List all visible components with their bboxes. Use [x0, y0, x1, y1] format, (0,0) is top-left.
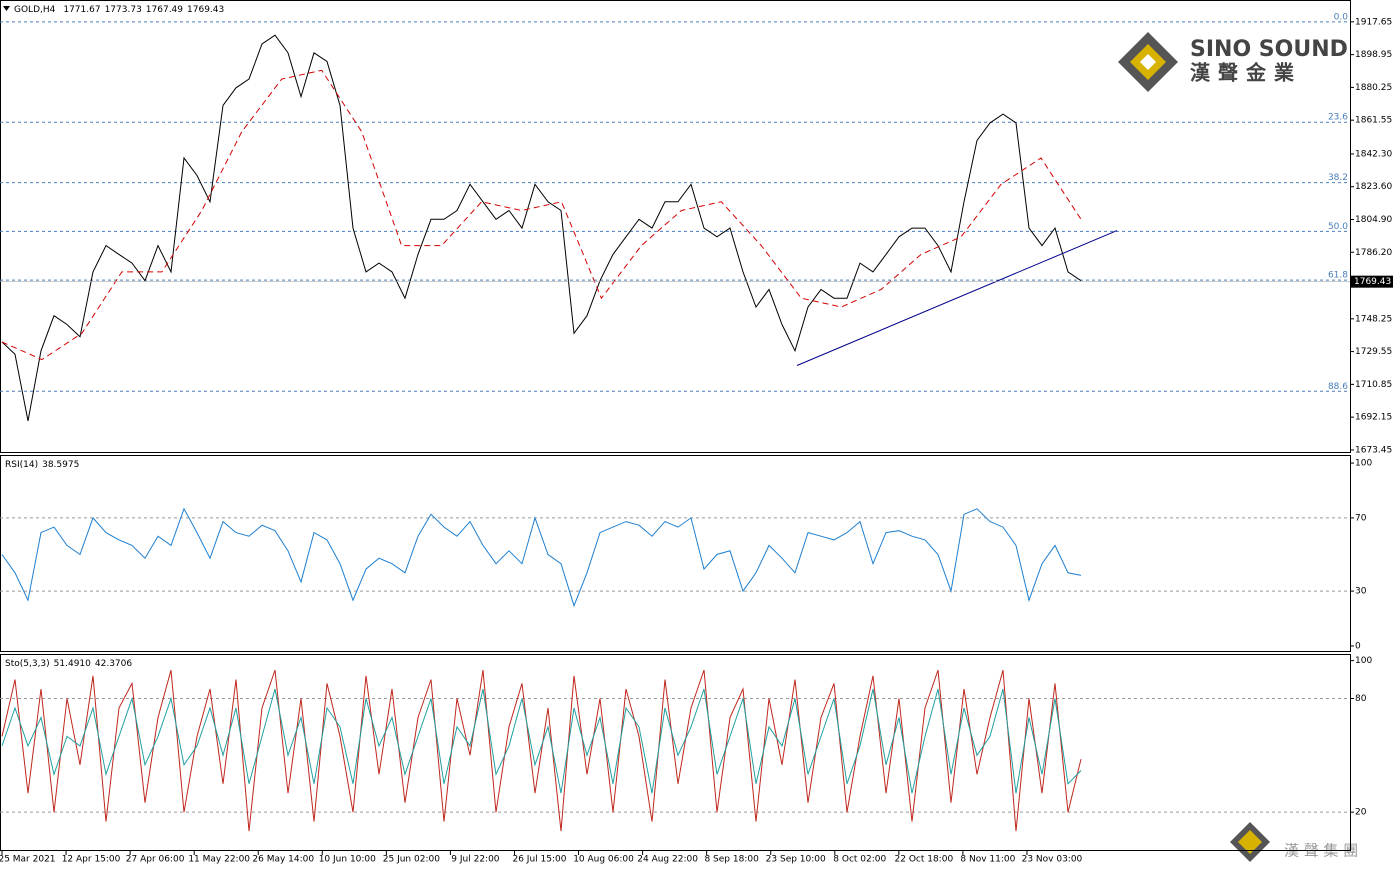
series-line: [1, 688, 1082, 794]
x-tick-label: 23 Sep 10:00: [766, 855, 826, 865]
x-tick-label: 22 Oct 18:00: [895, 855, 954, 865]
x-tick-label: 9 Jul 22:00: [451, 855, 500, 865]
x-tick-label: 11 May 22:00: [188, 855, 250, 865]
title-text: RSI(14): [5, 460, 38, 470]
logo-diamond-core: [1140, 54, 1156, 70]
x-tick-label: 27 Apr 06:00: [126, 855, 185, 865]
y-tick-label: 1823.60: [1355, 182, 1392, 192]
x-tick-label: 24 Aug 22:00: [637, 855, 698, 865]
header-value: 1767.49: [146, 5, 183, 15]
logo-chinese: 漢聲金業: [1190, 61, 1302, 85]
y-tick-label: 1880.25: [1355, 83, 1392, 93]
title-text: GOLD,H4: [14, 5, 56, 15]
y-tick-label: 70: [1355, 513, 1367, 523]
x-tick-label: 8 Sep 18:00: [704, 855, 759, 865]
x-tick-label: 10 Jun 10:00: [319, 855, 376, 865]
x-tick-label: 12 Apr 15:00: [62, 855, 121, 865]
y-tick-label: 100: [1355, 459, 1372, 469]
logo-name: SINO SOUND: [1190, 37, 1348, 62]
series-line: [1, 34, 1082, 421]
title-arrow: [3, 6, 10, 11]
panel-frame: [0, 0, 1351, 453]
fib-label: 50.0: [1328, 222, 1348, 232]
panel-title: GOLD,H4 1771.67 1773.73 1767.49 1769.43: [14, 5, 224, 15]
x-tick-label: 23 Nov 03:00: [1022, 855, 1083, 865]
y-tick-label: 1692.15: [1355, 413, 1392, 423]
last-price: 1769.43: [1354, 277, 1391, 287]
header-value: 1771.67: [63, 5, 100, 15]
x-tick-label: 26 Jul 15:00: [512, 855, 566, 865]
y-tick-label: 1861.55: [1355, 116, 1392, 126]
y-tick-label: 80: [1355, 694, 1367, 704]
x-tick-label: 8 Oct 02:00: [833, 855, 886, 865]
y-tick-label: 1729.55: [1355, 347, 1392, 357]
fib-label: 61.8: [1328, 271, 1348, 281]
y-tick-label: 1710.85: [1355, 380, 1392, 390]
y-tick-label: 1748.25: [1355, 314, 1392, 324]
logo: SINO SOUND 漢聲金業 漢 聲 集 團: [1118, 32, 1358, 862]
x-tick-label: 25 Mar 2021: [0, 855, 56, 865]
y-tick-label: 1673.45: [1355, 445, 1392, 455]
panel-frame: [0, 654, 1351, 851]
x-tick-label: 25 Jun 02:00: [383, 855, 440, 865]
fib-label: 38.2: [1328, 173, 1348, 183]
x-tick-label: 26 May 14:00: [252, 855, 314, 865]
x-tick-label: 8 Nov 11:00: [960, 855, 1015, 865]
y-tick-label: 1786.20: [1355, 248, 1392, 258]
title-text: Sto(5,3,3): [5, 659, 50, 669]
series-line: [1, 507, 1082, 608]
last-price-box: [1351, 275, 1393, 288]
panel-title: RSI(14) 38.5975: [5, 460, 79, 470]
fib-label: 0.0: [1334, 12, 1349, 22]
series-line: [1, 69, 1082, 361]
y-tick-label: 1842.30: [1355, 149, 1392, 159]
reading: 38.5975: [42, 460, 79, 470]
y-tick-label: 20: [1355, 808, 1367, 818]
header-value: 1773.73: [105, 5, 142, 15]
reading: 51.4910: [54, 659, 91, 669]
trendline: [796, 230, 1118, 366]
y-tick-label: 1804.90: [1355, 215, 1392, 225]
y-tick-label: 30: [1355, 587, 1367, 597]
panel-title: Sto(5,3,3) 51.4910 42.3706: [5, 659, 132, 669]
footer-diamond-inner: [1238, 830, 1262, 854]
x-tick-label: 10 Aug 06:00: [573, 855, 634, 865]
y-tick-label: 0: [1355, 641, 1361, 651]
y-tick-label: 100: [1355, 656, 1372, 666]
y-tick-label: 1917.65: [1355, 17, 1392, 27]
fib-label: 23.6: [1328, 113, 1348, 123]
panel-frame: [0, 455, 1351, 652]
y-tick-label: 1898.95: [1355, 50, 1392, 60]
series-line: [1, 669, 1082, 832]
fib-label: 88.6: [1328, 382, 1348, 392]
header-value: 1769.43: [187, 5, 224, 15]
reading: 42.3706: [95, 659, 132, 669]
